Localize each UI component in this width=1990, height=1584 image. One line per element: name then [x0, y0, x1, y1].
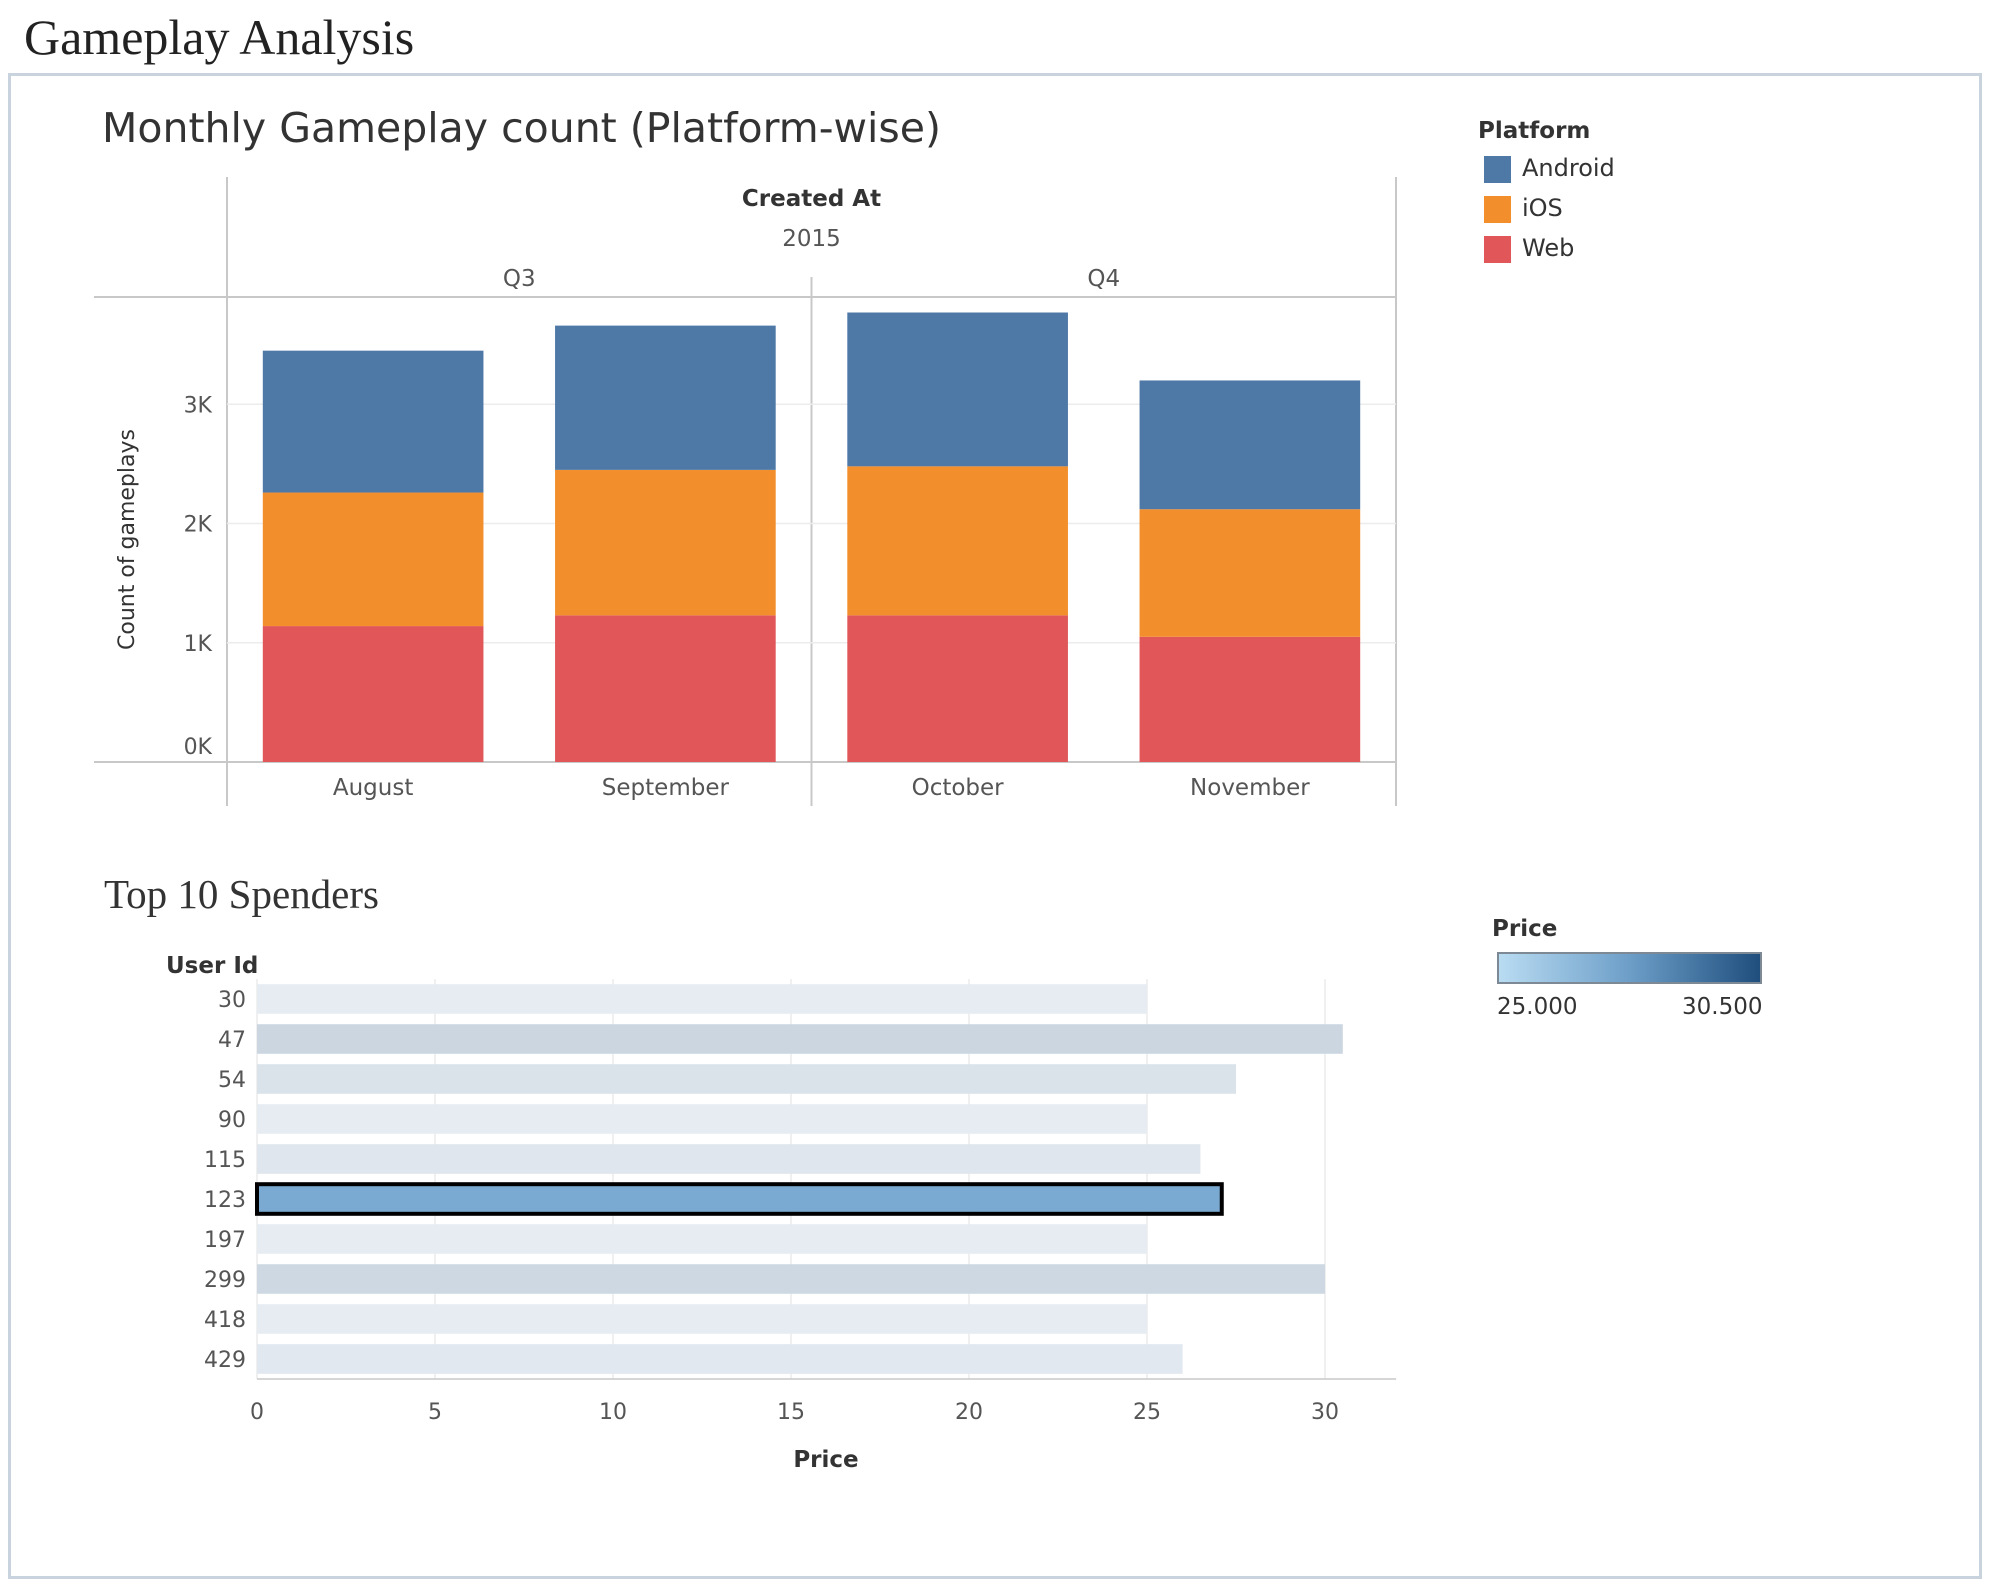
x-category-label: November [1190, 775, 1310, 801]
bar-ios-august[interactable] [262, 492, 484, 627]
y-axis-title: Count of gameplays [115, 429, 140, 650]
legend-swatch [1484, 196, 1511, 223]
bar-android-october[interactable] [847, 312, 1068, 467]
bar-user-123[interactable] [255, 1182, 1224, 1216]
y-category-label: 299 [204, 1268, 246, 1293]
header-field-label: Created At [742, 186, 881, 212]
y-category-label: 197 [204, 1228, 246, 1253]
spenders-chart-title: Top 10 Spenders [104, 871, 379, 917]
y-category-label: 429 [204, 1348, 246, 1373]
price-legend-min: 25.000 [1497, 994, 1578, 1020]
bar-web-september[interactable] [555, 615, 776, 762]
x-tick-label: 20 [955, 1400, 983, 1425]
bar-user-30[interactable] [257, 984, 1147, 1014]
x-category-label: August [333, 775, 414, 801]
bar-user-197[interactable] [257, 1224, 1147, 1254]
legend-swatch [1484, 156, 1511, 183]
bar-user-418[interactable] [257, 1304, 1147, 1334]
y-tick-label: 0K [184, 735, 213, 760]
x-tick-label: 30 [1311, 1400, 1339, 1425]
bar-user-90[interactable] [257, 1104, 1147, 1134]
bar-android-september[interactable] [555, 325, 776, 470]
dashboard-title: Gameplay Analysis [24, 9, 415, 65]
quarter-label: Q3 [503, 266, 536, 292]
x-category-label: October [912, 775, 1005, 801]
x-tick-label: 5 [428, 1400, 442, 1425]
y-category-label: 123 [204, 1188, 246, 1213]
x-tick-label: 15 [777, 1400, 805, 1425]
bar-user-47[interactable] [257, 1024, 1343, 1054]
bar-user-429[interactable] [257, 1344, 1183, 1374]
legend-label: Web [1522, 234, 1575, 262]
x-tick-label: 10 [599, 1400, 627, 1425]
legend-label: Android [1522, 154, 1615, 182]
y-category-label: 30 [218, 988, 246, 1013]
bar-web-august[interactable] [262, 626, 484, 762]
bar-android-august[interactable] [262, 350, 484, 493]
bar-ios-september[interactable] [555, 469, 776, 616]
bar-user-299[interactable] [257, 1264, 1325, 1294]
bar-user-54[interactable] [257, 1064, 1236, 1094]
y-tick-label: 2K [184, 513, 213, 538]
platform-legend-title: Platform [1478, 118, 1591, 144]
price-legend-title: Price [1492, 916, 1558, 942]
bar-web-november[interactable] [1139, 636, 1361, 762]
bar-ios-october[interactable] [847, 466, 1068, 616]
x-tick-label: 0 [250, 1400, 264, 1425]
y-tick-label: 1K [184, 632, 213, 657]
bar-ios-november[interactable] [1139, 509, 1361, 637]
y-category-label: 47 [218, 1028, 246, 1053]
price-legend-max: 30.500 [1682, 994, 1763, 1020]
header-year-label: 2015 [782, 226, 841, 252]
x-axis-title: Price [793, 1447, 858, 1473]
dashboard-frame [8, 73, 1982, 1579]
y-category-label: 115 [204, 1148, 246, 1173]
bar-android-november[interactable] [1139, 380, 1361, 510]
gameplay-chart-title: Monthly Gameplay count (Platform-wise) [102, 104, 941, 152]
quarter-label: Q4 [1087, 266, 1120, 292]
bar-user-115[interactable] [257, 1144, 1201, 1174]
legend-label: iOS [1522, 194, 1563, 222]
y-category-label: 418 [204, 1308, 246, 1333]
y-category-label: 54 [218, 1068, 246, 1093]
gameplay-stacked-bar-chart[interactable]: Created At 2015 Q3 Q4 0K 1K 2K 3K Count of gamep… [0, 0, 1990, 820]
price-color-ramp [1497, 952, 1762, 984]
x-category-label: September [602, 775, 730, 801]
y-category-label: 90 [218, 1108, 246, 1133]
y-tick-label: 3K [184, 393, 213, 418]
legend-swatch [1484, 236, 1511, 263]
x-tick-label: 25 [1133, 1400, 1161, 1425]
category-axis-title: User Id [166, 953, 258, 979]
bar-web-october[interactable] [847, 615, 1068, 762]
